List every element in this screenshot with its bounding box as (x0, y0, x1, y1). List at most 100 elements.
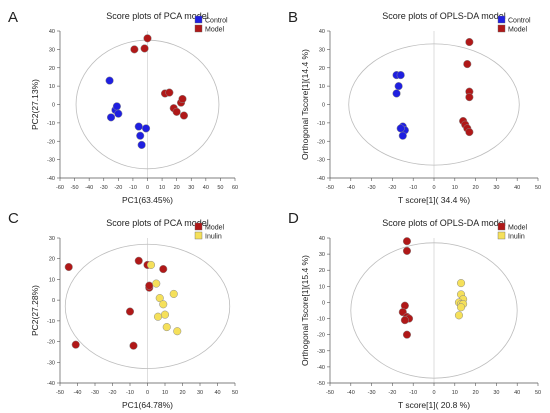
x-tick-label: 10 (452, 185, 458, 191)
y-tick-label: 10 (319, 284, 325, 290)
x-tick-label: 50 (217, 185, 223, 191)
data-point (165, 88, 174, 97)
data-point (392, 89, 401, 98)
y-tick-label: -50 (317, 381, 325, 387)
legend-label: Model (508, 224, 528, 231)
y-tick-label: -20 (317, 139, 325, 145)
data-point (71, 340, 80, 349)
x-tick-label: 30 (197, 390, 203, 396)
panel-label: D (288, 210, 299, 227)
data-point (125, 307, 135, 316)
chart-panel-c: C Score plots of PCA model-50 -40 -30 -20 -10… (8, 210, 238, 410)
data-point (152, 279, 161, 288)
data-point (64, 262, 73, 272)
data-point (159, 300, 168, 309)
legend-marker (194, 231, 203, 240)
data-point (130, 45, 139, 54)
y-tick-label: 20 (319, 66, 325, 72)
data-point (105, 76, 114, 85)
data-point (394, 82, 403, 91)
x-axis-label: PC1(63.45%) (122, 195, 173, 205)
data-point (129, 341, 138, 350)
x-tick-label: -50 (71, 185, 79, 191)
data-point (456, 303, 466, 312)
y-tick-label: 10 (49, 84, 55, 90)
data-point (145, 281, 154, 290)
y-tick-label: 0 (322, 103, 325, 109)
x-axis-label: T score[1]( 20.8 %) (398, 400, 470, 410)
legend-marker (194, 222, 203, 231)
chart-panel-a: A Score plots of PCA model -60 -50 -40 -30 -20… (8, 9, 238, 205)
legend-label: Model (205, 224, 225, 231)
y-tick-label: -40 (47, 176, 55, 182)
data-point (402, 237, 412, 246)
data-point (398, 131, 407, 140)
data-point (173, 327, 182, 336)
x-tick-label: -10 (129, 185, 137, 191)
chart-title: Score plots of OPLS-DA model (382, 218, 506, 228)
y-tick-label: 20 (49, 66, 55, 72)
data-point (160, 310, 170, 319)
x-tick-label: 50 (535, 390, 541, 396)
y-tick-label: 40 (319, 236, 325, 242)
legend-label: Inulin (508, 233, 525, 240)
legend-label: Model (205, 26, 225, 33)
data-point (114, 109, 123, 118)
series-control (105, 76, 151, 149)
y-axis-label: PC2(27.13%) (30, 79, 40, 130)
legend-marker (194, 15, 203, 24)
data-point (179, 111, 189, 120)
x-tick-label: 0 (432, 390, 435, 396)
y-tick-label: -20 (47, 139, 55, 145)
data-point (396, 71, 405, 80)
data-point (155, 294, 164, 303)
x-tick-label: -20 (388, 390, 396, 396)
legend-marker (497, 24, 506, 33)
chart-title: Score plots of PCA model (106, 11, 209, 21)
x-tick-label: 30 (188, 185, 194, 191)
legend-marker (497, 15, 506, 24)
y-tick-label: 40 (319, 29, 325, 35)
legend-label: Inulin (205, 233, 222, 240)
x-tick-label: 30 (493, 390, 499, 396)
y-tick-label: 30 (49, 236, 55, 242)
y-tick-label: 0 (52, 103, 55, 109)
x-tick-label: -40 (85, 185, 93, 191)
data-point (134, 256, 143, 265)
data-point (400, 316, 409, 325)
data-point (112, 102, 121, 111)
y-tick-label: -40 (317, 365, 325, 371)
y-tick-label: 0 (322, 300, 325, 306)
x-tick-label: 60 (232, 185, 238, 191)
y-tick-label: -30 (317, 158, 325, 164)
y-tick-label: -40 (47, 381, 55, 387)
legend-label: Control (508, 17, 531, 24)
data-point (159, 265, 168, 274)
x-tick-label: 20 (473, 390, 479, 396)
x-tick-label: 0 (146, 185, 149, 191)
data-point (106, 113, 116, 122)
data-point (396, 124, 405, 133)
y-axis-label: PC2(27.28%) (30, 285, 40, 336)
series-control (392, 71, 409, 140)
panel-label: C (8, 210, 19, 227)
panel-label: B (288, 9, 298, 26)
y-tick-label: 30 (319, 252, 325, 258)
data-point (172, 107, 181, 116)
x-tick-label: 40 (514, 185, 520, 191)
data-point (178, 94, 187, 104)
y-tick-label: -20 (47, 340, 55, 346)
y-tick-label: -30 (317, 349, 325, 355)
series-inulin (454, 279, 468, 320)
x-tick-label: -60 (56, 185, 64, 191)
x-tick-label: 10 (159, 185, 165, 191)
chart-title: Score plots of OPLS-DA model (382, 11, 506, 21)
x-tick-label: -50 (326, 185, 334, 191)
data-point (141, 124, 151, 133)
y-tick-label: -40 (317, 176, 325, 182)
data-point (146, 260, 156, 269)
y-tick-label: 20 (319, 268, 325, 274)
data-point (136, 131, 145, 140)
x-tick-label: -30 (368, 390, 376, 396)
